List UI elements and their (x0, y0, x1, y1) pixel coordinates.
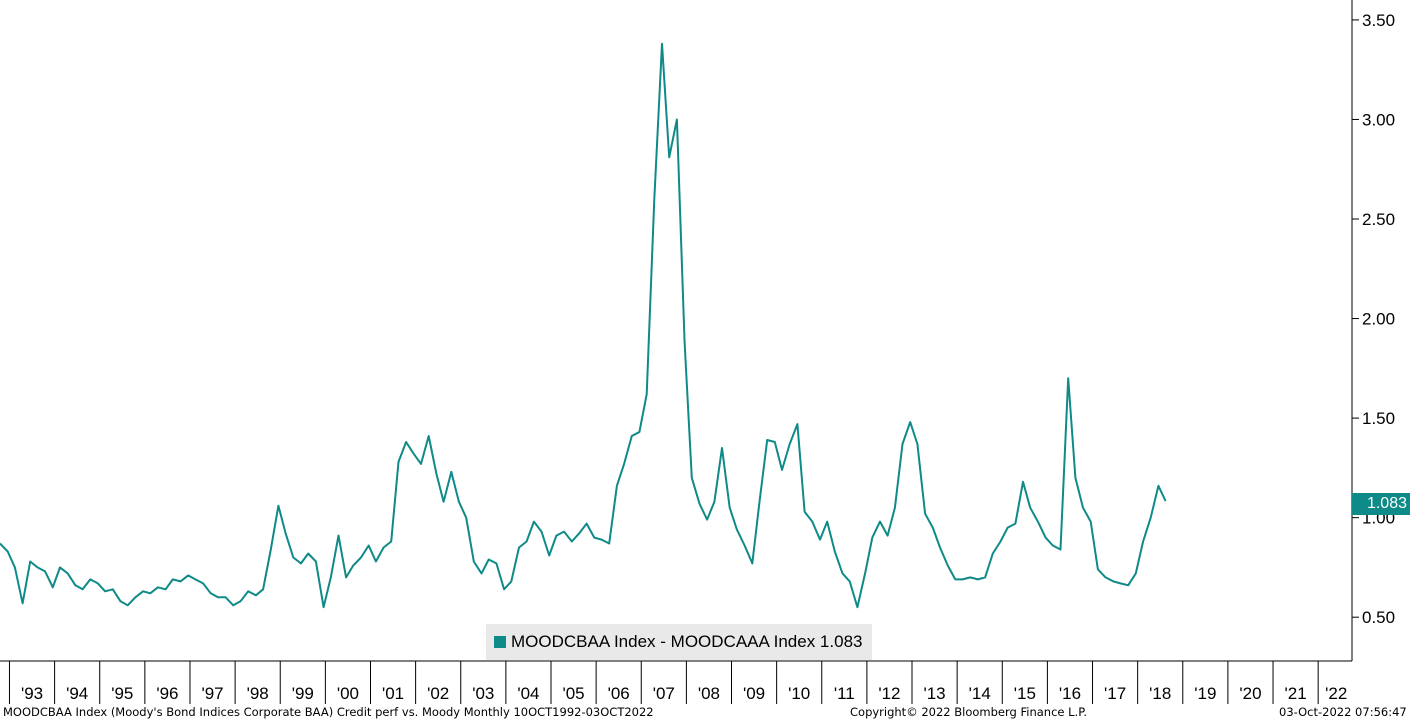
legend-label: MOODCBAA Index - MOODCAAA Index 1.083 (511, 632, 863, 651)
x-tick-label: '94 (66, 684, 88, 703)
x-tick-label: '11 (834, 684, 855, 703)
series-line (0, 42, 1167, 609)
x-tick-label: '21 (1285, 684, 1307, 703)
y-axis-ticks: 0.501.001.502.002.503.003.50 (1352, 11, 1395, 627)
x-tick-label: '16 (1059, 684, 1081, 703)
legend-swatch (494, 636, 506, 648)
x-tick-label: '01 (382, 684, 404, 703)
x-tick-label: '99 (292, 684, 314, 703)
x-tick-label: '10 (788, 684, 810, 703)
legend: MOODCBAA Index - MOODCAAA Index 1.083 (486, 624, 873, 660)
x-tick-label: '13 (923, 684, 945, 703)
x-tick-label: '08 (698, 684, 720, 703)
x-tick-label: '20 (1239, 684, 1261, 703)
footer-description: MOODCBAA Index (Moody's Bond Indices Cor… (3, 705, 654, 719)
y-tick-label: 0.50 (1362, 608, 1395, 627)
x-tick-label: '22 (1325, 684, 1347, 703)
x-tick-label: '03 (472, 684, 494, 703)
x-tick-label: '07 (653, 684, 675, 703)
y-tick-label: 3.00 (1362, 110, 1395, 129)
x-tick-label: '19 (1194, 684, 1216, 703)
footer-timestamp: 03-Oct-2022 07:56:47 (1279, 705, 1407, 719)
x-tick-label: '98 (247, 684, 269, 703)
x-tick-label: '06 (608, 684, 630, 703)
x-tick-label: '00 (337, 684, 359, 703)
y-tick-label: 2.50 (1362, 210, 1395, 229)
x-tick-label: '97 (201, 684, 223, 703)
x-tick-label: '14 (969, 684, 991, 703)
x-tick-label: '17 (1104, 684, 1126, 703)
x-tick-label: '96 (156, 684, 178, 703)
x-tick-label: '12 (878, 684, 900, 703)
x-axis-ticks: '93 '94 '95 '96 '97 '98 '99 '00 '01 '02 '03 '04 '05 '… (8, 661, 1347, 704)
footer-copyright: Copyright© 2022 Bloomberg Finance L.P. (850, 705, 1087, 719)
x-tick-label: '05 (562, 684, 584, 703)
y-tick-label: 2.00 (1362, 310, 1395, 329)
last-value-badge: 1.083 (1352, 493, 1410, 515)
x-tick-label: '02 (427, 684, 449, 703)
x-tick-label: '09 (743, 684, 765, 703)
y-tick-label: 1.50 (1362, 409, 1395, 428)
x-tick-label: '04 (517, 684, 539, 703)
x-tick-label: '15 (1014, 684, 1036, 703)
y-tick-label: 3.50 (1362, 11, 1395, 30)
x-tick-label: '18 (1149, 684, 1171, 703)
x-tick-label: '95 (111, 684, 133, 703)
x-tick-label: '93 (21, 684, 43, 703)
